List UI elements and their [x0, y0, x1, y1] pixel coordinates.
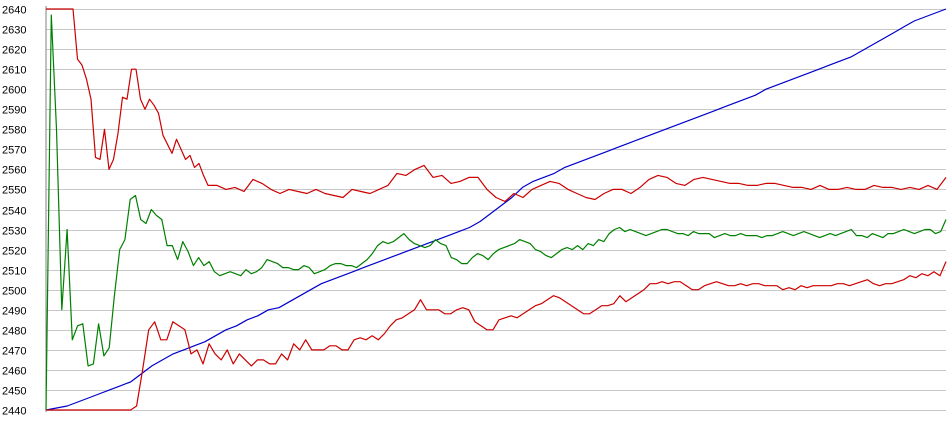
- y-tick-label: 2510: [2, 266, 26, 278]
- y-tick-label: 2610: [2, 65, 26, 77]
- series-line-2: [46, 8, 947, 203]
- grid-lines: [46, 9, 946, 411]
- y-tick-label: 2520: [2, 246, 26, 258]
- y-tick-label: 2460: [2, 366, 26, 378]
- y-tick-label: 2570: [2, 145, 26, 157]
- y-tick-label: 2530: [2, 226, 26, 238]
- y-tick-label: 2620: [2, 45, 26, 57]
- y-tick-label: 2590: [2, 105, 26, 117]
- y-tick-label: 2540: [2, 206, 26, 218]
- y-tick-label: 2470: [2, 346, 26, 358]
- y-tick-label: 2490: [2, 306, 26, 318]
- y-tick-label: 2640: [2, 5, 26, 17]
- y-tick-label: 2550: [2, 185, 26, 197]
- y-tick-label: 2580: [2, 125, 26, 137]
- y-tick-label: 2440: [2, 406, 26, 418]
- y-tick-label: 2450: [2, 386, 26, 398]
- y-tick-label: 2560: [2, 165, 26, 177]
- y-axis-ticks: 2440 2450 2460 2470 2480 2490 2500 2510 2520 2530…: [2, 5, 26, 418]
- series-line-3: [45, 14, 947, 411]
- y-tick-label: 2500: [2, 286, 26, 298]
- series-line-1: [45, 8, 947, 411]
- y-tick-label: 2630: [2, 25, 26, 37]
- series-line-4: [46, 261, 947, 411]
- y-tick-label: 2480: [2, 326, 26, 338]
- series-group: [45, 8, 947, 411]
- y-tick-label: 2600: [2, 85, 26, 97]
